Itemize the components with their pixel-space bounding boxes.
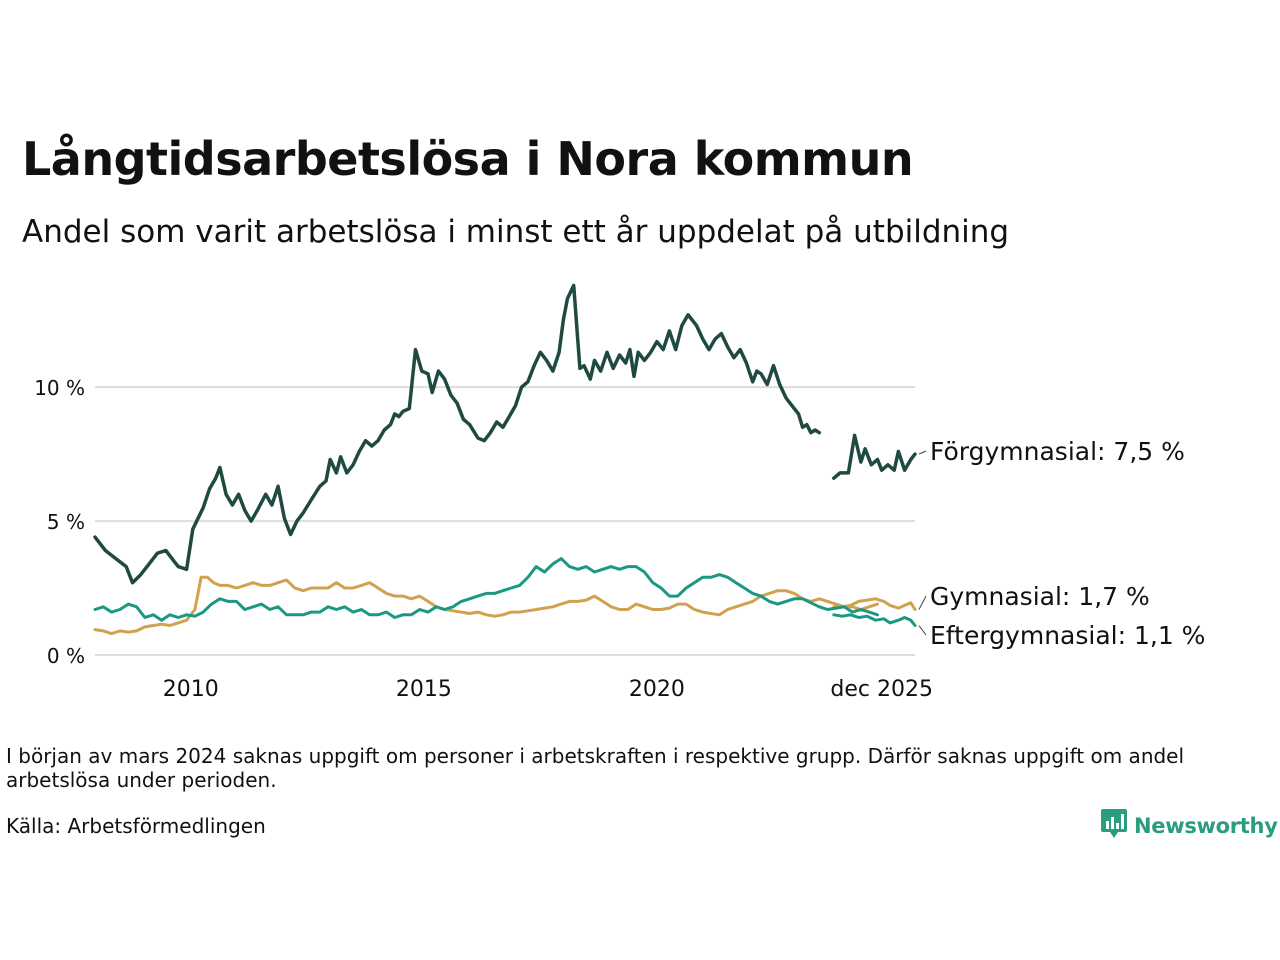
x-tick-label: 2015 [396, 677, 452, 702]
leader-line-gymnasial [918, 595, 927, 610]
leader-line-eftergymnasial [918, 625, 927, 636]
end-label-eftergymnasial: Eftergymnasial: 1,1 % [930, 621, 1205, 650]
line-chart: 0 % 5 % 10 % 2010 2015 2020 dec 2025 Förgymnasi… [34, 283, 1205, 702]
footnote: I början av mars 2024 saknas uppgift om … [6, 744, 1185, 792]
series-line-eftergymnasial-segment-2 [832, 613, 917, 627]
series-line-gymnasial-segment-1 [93, 575, 879, 636]
y-tick-label: 10 % [34, 376, 85, 400]
x-tick-label: dec 2025 [830, 677, 933, 702]
x-tick-label: 2020 [629, 677, 685, 702]
end-label-forgymnasial: Förgymnasial: 7,5 % [930, 437, 1185, 466]
brand-name: Newsworthy [1134, 814, 1278, 838]
series-line-forgymnasial-segment-1 [93, 283, 822, 585]
series-line-eftergymnasial-segment-1 [93, 557, 879, 622]
y-tick-label: 5 % [47, 510, 85, 534]
series-line-forgymnasial-segment-2 [832, 433, 917, 480]
source-label: Källa: Arbetsförmedlingen [6, 814, 266, 838]
leader-line-forgymnasial [918, 450, 927, 455]
y-tick-label: 0 % [47, 644, 85, 668]
chart-subtitle: Andel som varit arbetslösa i minst ett å… [22, 214, 1010, 250]
end-label-gymnasial: Gymnasial: 1,7 % [930, 582, 1150, 611]
chart-title: Långtidsarbetslösa i Nora kommun [22, 132, 914, 186]
series-line-gymnasial-segment-2 [832, 597, 917, 611]
newsworthy-logo-icon [1100, 808, 1128, 844]
x-tick-label: 2010 [163, 677, 219, 702]
brand-logo[interactable]: Newsworthy [1100, 808, 1278, 844]
